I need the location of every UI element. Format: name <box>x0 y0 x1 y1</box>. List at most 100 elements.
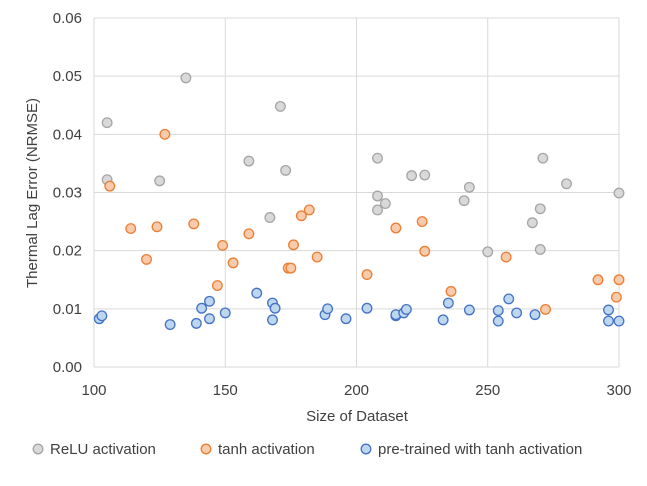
x-tick-label: 150 <box>213 382 238 399</box>
data-point <box>503 293 515 305</box>
x-axis-ticks: 100 150 200 250 300 <box>81 382 631 399</box>
data-point <box>340 313 352 325</box>
data-point <box>361 269 373 280</box>
series-2 <box>93 287 625 330</box>
data-point <box>188 218 200 230</box>
y-tick-label: 0.01 <box>53 301 82 318</box>
y-axis-ticks: 0.00 0.01 0.02 0.03 0.04 0.05 0.06 <box>53 10 82 376</box>
legend: ReLU activation tanh activation pre-traine… <box>32 441 582 458</box>
x-axis-title: Size of Dataset <box>306 408 409 425</box>
data-point <box>96 310 108 322</box>
data-point <box>180 72 192 84</box>
data-point <box>406 170 418 182</box>
series-0 <box>101 72 625 258</box>
data-point <box>463 181 475 193</box>
data-point <box>288 239 299 251</box>
data-point <box>482 246 494 258</box>
data-point <box>526 217 538 229</box>
data-point <box>529 309 541 321</box>
data-point <box>592 274 604 286</box>
data-point <box>190 317 202 329</box>
series-1 <box>104 128 625 315</box>
data-point <box>227 257 239 269</box>
data-point <box>274 100 286 112</box>
data-point <box>267 314 278 326</box>
data-point <box>264 212 276 223</box>
legend-label: pre-trained with tanh activation <box>378 441 582 458</box>
data-point <box>104 180 116 192</box>
data-point <box>159 128 171 140</box>
data-point <box>390 222 402 234</box>
data-point <box>613 315 625 327</box>
data-point <box>603 315 614 327</box>
data-point <box>322 303 334 315</box>
data-point <box>243 155 255 167</box>
data-point <box>303 204 315 216</box>
legend-marker <box>32 443 44 455</box>
data-point <box>243 228 255 240</box>
data-point <box>211 280 223 292</box>
data-point <box>141 253 152 265</box>
y-tick-label: 0.04 <box>53 126 82 143</box>
x-tick-label: 250 <box>475 382 500 399</box>
data-point <box>500 251 512 263</box>
data-point <box>534 244 546 255</box>
data-point <box>610 291 622 303</box>
data-point <box>437 314 449 326</box>
data-point <box>101 117 113 129</box>
data-point <box>295 210 307 222</box>
data-point <box>372 190 383 202</box>
data-point <box>492 315 504 327</box>
x-tick-label: 100 <box>81 382 106 399</box>
data-point <box>534 203 546 215</box>
data-point <box>372 204 383 216</box>
data-point <box>613 274 625 286</box>
x-tick-label: 200 <box>344 382 369 399</box>
data-point <box>419 169 431 181</box>
data-point <box>196 302 208 314</box>
data-point <box>463 304 475 316</box>
data-point <box>280 164 292 176</box>
data-point <box>251 287 263 299</box>
data-point <box>492 305 504 317</box>
data-point <box>151 221 163 233</box>
data-point <box>204 295 215 307</box>
data-point <box>372 152 383 164</box>
data-point <box>419 245 431 257</box>
data-point <box>613 187 625 199</box>
data-point <box>537 152 549 164</box>
data-point <box>164 319 176 330</box>
y-tick-label: 0.00 <box>53 359 82 376</box>
y-axis-title: Thermal Lag Error (NRMSE) <box>24 98 41 288</box>
data-point <box>540 303 551 315</box>
y-tick-label: 0.02 <box>53 243 82 260</box>
y-tick-label: 0.03 <box>53 185 82 202</box>
data-point <box>458 195 470 207</box>
data-point <box>416 216 428 228</box>
data-point <box>445 285 457 297</box>
data-points <box>93 72 625 330</box>
data-point <box>269 302 281 314</box>
data-point <box>400 303 412 315</box>
data-point <box>219 307 231 319</box>
data-point <box>154 175 166 187</box>
data-point <box>217 239 229 251</box>
x-tick-label: 300 <box>606 382 631 399</box>
legend-label: tanh activation <box>218 441 315 458</box>
data-point <box>442 297 454 309</box>
y-tick-label: 0.06 <box>53 10 82 27</box>
legend-marker <box>360 443 372 455</box>
data-point <box>361 302 373 314</box>
legend-label: ReLU activation <box>50 441 156 458</box>
data-point <box>125 223 137 235</box>
legend-marker <box>200 443 212 455</box>
y-tick-label: 0.05 <box>53 68 82 85</box>
data-point <box>561 178 572 190</box>
data-point <box>311 251 323 263</box>
data-point <box>379 198 391 210</box>
data-point <box>603 304 614 316</box>
data-point <box>285 262 297 274</box>
data-point <box>204 313 215 325</box>
data-point <box>511 307 523 319</box>
